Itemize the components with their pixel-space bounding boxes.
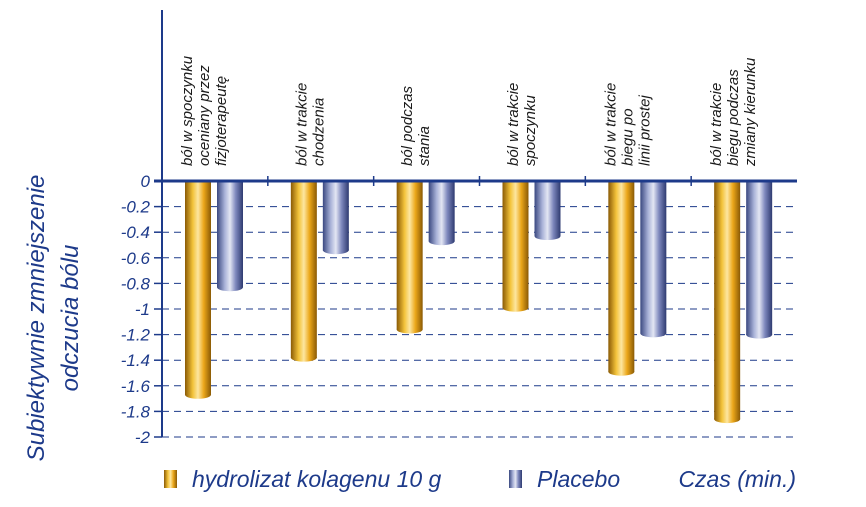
category-label: spoczynku — [522, 94, 539, 166]
bar — [185, 182, 211, 395]
y-tick-label: -1.6 — [121, 377, 151, 396]
y-tick-label: -1.4 — [121, 351, 150, 370]
legend-swatch — [509, 470, 522, 488]
bar — [396, 182, 423, 330]
category-label: oceniany przez — [196, 65, 213, 166]
bar — [290, 182, 317, 358]
bar-cap — [534, 232, 561, 241]
bar-cap — [746, 330, 773, 339]
y-tick-label: -1.2 — [121, 326, 151, 345]
y-tick-label: -2 — [135, 428, 151, 447]
bar-cap — [290, 353, 317, 362]
category-label: ból podczas — [399, 85, 416, 166]
bar-cap — [185, 390, 211, 399]
bar — [428, 182, 455, 242]
time-label: Czas (min.) — [678, 466, 796, 492]
category-label: ból w trakcie — [602, 83, 619, 166]
y-tick-label: -1.8 — [121, 402, 151, 421]
bar — [746, 182, 773, 335]
bar — [608, 182, 635, 372]
category-label: ból w trakcie — [505, 83, 522, 166]
category-label: ból w trakcie — [293, 83, 310, 166]
bar-cap — [502, 303, 529, 312]
y-tick-label: -0.8 — [121, 274, 151, 293]
y-tick-label: 0 — [141, 172, 151, 191]
bars — [185, 182, 773, 424]
axes — [154, 10, 797, 438]
bar — [534, 182, 561, 237]
y-axis-title: Subiektywnie zmniejszenie — [23, 175, 50, 462]
bar-cap — [640, 329, 667, 338]
bar-cap — [608, 367, 635, 376]
category-label: biegu podczas — [725, 69, 742, 166]
labels: 0 -0.2 -0.4 -0.6 -0.8 -1 -1.2 -1.4 -1.6 -1.8 -2 ból… — [23, 55, 796, 492]
bar-cap — [217, 283, 243, 292]
y-tick-label: -0.2 — [121, 198, 151, 217]
bar — [322, 182, 349, 251]
category-label: zmiany kierunku — [742, 57, 759, 167]
legend-swatch — [164, 470, 177, 488]
category-label: ból w trakcie — [708, 83, 725, 166]
gridlines — [162, 206, 797, 438]
y-tick-label: -0.4 — [121, 223, 150, 242]
y-tick-label: -1 — [135, 300, 150, 319]
bar — [217, 182, 243, 288]
bar — [502, 182, 529, 308]
legend-label: Placebo — [537, 466, 620, 492]
category-label: chodzenia — [310, 98, 327, 166]
category-label: biegu po — [619, 108, 636, 166]
category-label: fizjoterapeutę — [213, 76, 230, 166]
bar — [640, 182, 667, 334]
category-label: linii prostej — [636, 94, 653, 166]
legend-label: hydrolizat kolagenu 10 g — [192, 466, 442, 492]
bar-cap — [428, 237, 455, 246]
category-label: ból w spoczynku — [179, 55, 196, 166]
bar — [714, 182, 741, 420]
legend: hydrolizat kolagenu 10 g Placebo — [164, 466, 620, 492]
y-tick-label: -0.6 — [121, 249, 151, 268]
category-label: stania — [416, 126, 433, 166]
bar-cap — [322, 246, 349, 255]
bar-cap — [714, 415, 741, 424]
bar-cap — [396, 325, 423, 334]
y-axis-title: odczucia bólu — [57, 245, 84, 392]
